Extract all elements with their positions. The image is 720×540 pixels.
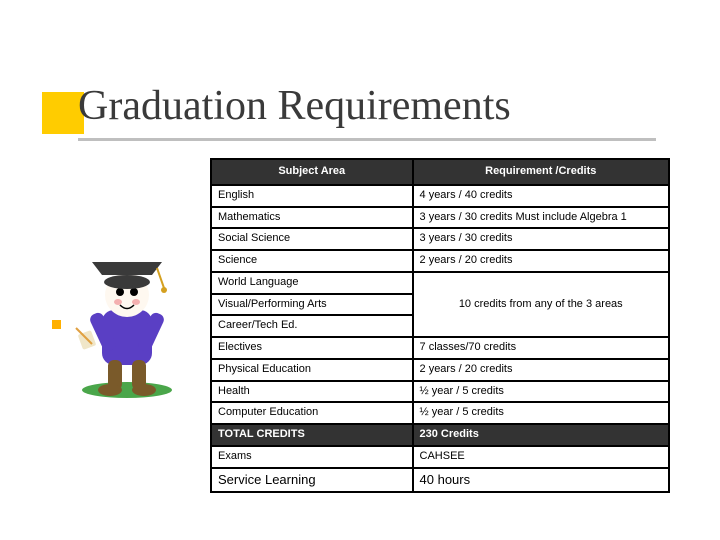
cell-subject: Career/Tech Ed. [211, 315, 413, 337]
table-row: ExamsCAHSEE [211, 446, 669, 468]
cell-subject: Mathematics [211, 207, 413, 229]
cell-subject: World Language [211, 272, 413, 294]
cell-requirement: ½ year / 5 credits [413, 402, 669, 424]
cell-requirement: 230 Credits [413, 424, 669, 446]
cell-requirement: 3 years / 30 credits [413, 228, 669, 250]
title-underline [78, 138, 656, 141]
col-subject: Subject Area [211, 159, 413, 185]
bullet-icon [52, 320, 61, 329]
cell-requirement: 7 classes/70 credits [413, 337, 669, 359]
cell-requirement: 40 hours [413, 468, 669, 492]
table-row: Health½ year / 5 credits [211, 381, 669, 403]
cell-requirement: 3 years / 30 credits Must include Algebr… [413, 207, 669, 229]
table-row: Science2 years / 20 credits [211, 250, 669, 272]
graduate-clipart [62, 240, 192, 400]
table-row: Social Science3 years / 30 credits [211, 228, 669, 250]
cell-subject: TOTAL CREDITS [211, 424, 413, 446]
cell-requirement: 10 credits from any of the 3 areas [413, 272, 669, 337]
cell-subject: Health [211, 381, 413, 403]
requirements-table: Subject Area Requirement /Credits Englis… [210, 158, 670, 493]
cell-subject: Computer Education [211, 402, 413, 424]
table-row: English4 years / 40 credits [211, 185, 669, 207]
table-row: World Language10 credits from any of the… [211, 272, 669, 294]
table-header-row: Subject Area Requirement /Credits [211, 159, 669, 185]
cell-subject: Visual/Performing Arts [211, 294, 413, 316]
cell-subject: Social Science [211, 228, 413, 250]
table-row: Service Learning40 hours [211, 468, 669, 492]
table-row: Physical Education2 years / 20 credits [211, 359, 669, 381]
cell-requirement: 2 years / 20 credits [413, 359, 669, 381]
cell-requirement: 2 years / 20 credits [413, 250, 669, 272]
col-requirement: Requirement /Credits [413, 159, 669, 185]
cell-subject: English [211, 185, 413, 207]
cell-requirement: 4 years / 40 credits [413, 185, 669, 207]
cell-subject: Exams [211, 446, 413, 468]
cell-requirement: CAHSEE [413, 446, 669, 468]
page-title: Graduation Requirements [78, 82, 511, 130]
cell-requirement: ½ year / 5 credits [413, 381, 669, 403]
table-row: Electives7 classes/70 credits [211, 337, 669, 359]
cell-subject: Science [211, 250, 413, 272]
cell-subject: Service Learning [211, 468, 413, 492]
table-row: Mathematics3 years / 30 credits Must inc… [211, 207, 669, 229]
cell-subject: Electives [211, 337, 413, 359]
cell-subject: Physical Education [211, 359, 413, 381]
table-row: Computer Education½ year / 5 credits [211, 402, 669, 424]
table-row: TOTAL CREDITS230 Credits [211, 424, 669, 446]
